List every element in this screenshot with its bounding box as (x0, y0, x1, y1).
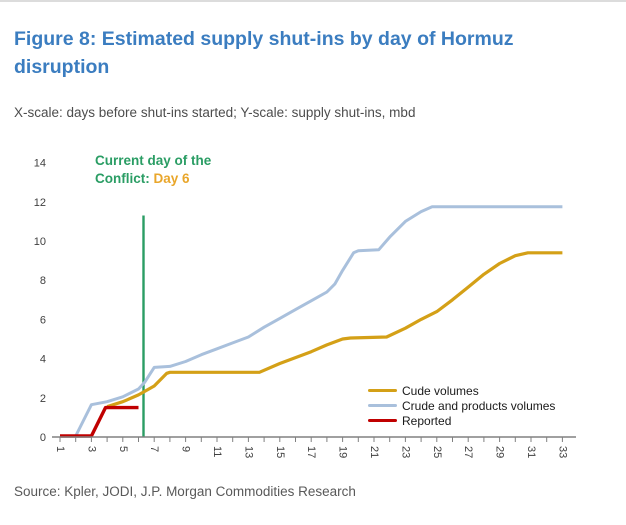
series-line-2 (60, 405, 139, 438)
legend-swatch (368, 389, 397, 392)
current-day-annotation: Current day of the Conflict: Day 6 (95, 152, 211, 188)
series-line-0 (106, 251, 563, 409)
figure-title: Figure 8: Estimated supply shut-ins by d… (14, 28, 514, 79)
x-tick-label: 23 (399, 446, 411, 458)
legend-label: Reported (402, 413, 452, 428)
y-tick-label: 2 (40, 393, 46, 405)
chart-area: 0 2 4 6 8 10 12 14 1 3 5 7 9 11 13 15 17 19 21 23 25 27 29 31 33… (0, 140, 626, 480)
y-tick-label: 8 (40, 275, 46, 287)
x-tick-label: 31 (525, 446, 537, 458)
x-tick-label: 3 (85, 446, 97, 452)
y-tick-label: 12 (34, 197, 46, 209)
x-tick-label: 9 (180, 446, 192, 452)
x-tick-label: 7 (148, 446, 160, 452)
legend-item: Reported (368, 413, 555, 428)
x-tick-label: 33 (556, 446, 568, 458)
series-line-1 (74, 205, 563, 437)
legend-label: Crude and products volumes (402, 398, 556, 413)
x-tick-label: 5 (117, 446, 129, 452)
x-tick-label: 1 (54, 446, 66, 452)
y-tick-label: 0 (40, 432, 46, 444)
y-tick-label: 6 (40, 314, 46, 326)
x-tick-label: 17 (305, 446, 317, 458)
legend-swatch (368, 419, 397, 422)
x-tick-label: 15 (274, 446, 286, 458)
source-note: Source: Kpler, JODI, J.P. Morgan Commodi… (14, 484, 356, 499)
y-tick-label: 10 (34, 236, 46, 248)
y-tick-label: 14 (34, 158, 46, 170)
axis-scale-note: X-scale: days before shut-ins started; Y… (14, 105, 416, 120)
x-tick-label: 19 (337, 446, 349, 458)
x-tick-label: 13 (242, 446, 254, 458)
x-tick-label: 11 (211, 446, 223, 457)
annotation-line2-prefix: Conflict: (95, 171, 154, 186)
legend-swatch (368, 404, 397, 407)
chart-legend: Cude volumes Crude and products volumes Re… (368, 383, 555, 428)
x-tick-label: 27 (462, 446, 474, 458)
x-tick-label: 25 (431, 446, 443, 458)
x-tick-label: 21 (368, 446, 380, 458)
annotation-day-value: Day 6 (153, 171, 190, 186)
top-divider (0, 0, 626, 2)
x-tick-label: 29 (494, 446, 506, 458)
annotation-line1: Current day of the (95, 153, 212, 168)
legend-item: Crude and products volumes (368, 398, 555, 413)
legend-label: Cude volumes (402, 383, 479, 398)
legend-item: Cude volumes (368, 383, 555, 398)
y-tick-label: 4 (40, 354, 46, 366)
